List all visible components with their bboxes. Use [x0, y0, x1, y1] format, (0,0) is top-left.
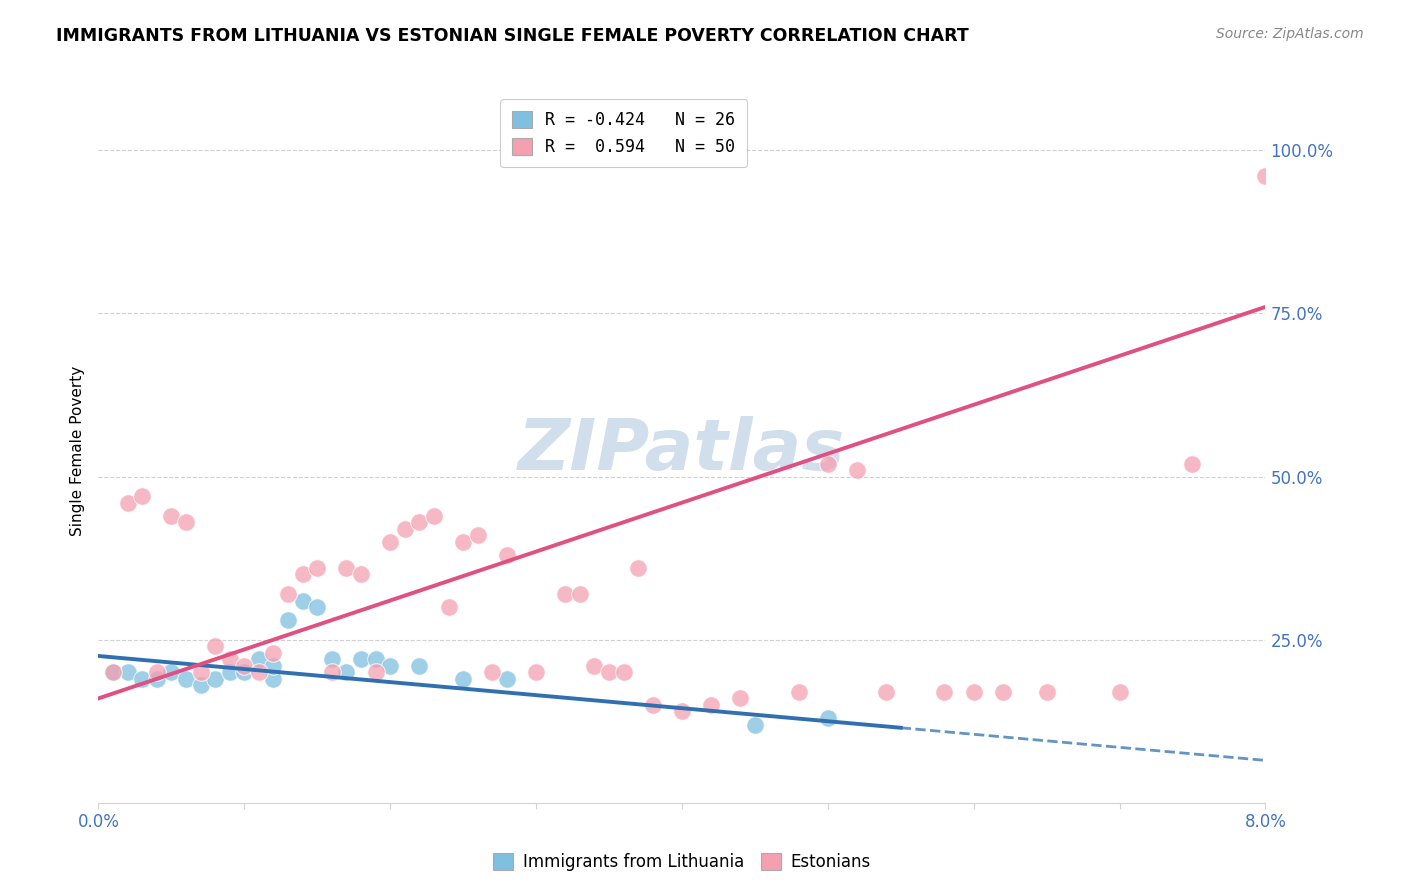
Point	[146, 672, 169, 686]
Point	[380, 658, 402, 673]
Point	[700, 698, 723, 712]
Point	[335, 561, 357, 575]
Point	[817, 711, 839, 725]
Point	[451, 672, 474, 686]
Point	[247, 665, 270, 680]
Point	[321, 665, 343, 680]
Point	[291, 567, 314, 582]
Point	[598, 665, 620, 680]
Point	[554, 587, 576, 601]
Point	[233, 665, 256, 680]
Point	[787, 685, 810, 699]
Point	[350, 567, 373, 582]
Point	[991, 685, 1014, 699]
Point	[190, 678, 212, 692]
Point	[350, 652, 373, 666]
Point	[845, 463, 868, 477]
Point	[146, 665, 169, 680]
Point	[627, 561, 650, 575]
Point	[131, 672, 153, 686]
Point	[364, 665, 387, 680]
Point	[817, 457, 839, 471]
Point	[160, 665, 183, 680]
Point	[247, 652, 270, 666]
Point	[190, 665, 212, 680]
Point	[568, 587, 591, 601]
Point	[291, 593, 314, 607]
Text: IMMIGRANTS FROM LITHUANIA VS ESTONIAN SINGLE FEMALE POVERTY CORRELATION CHART: IMMIGRANTS FROM LITHUANIA VS ESTONIAN SI…	[56, 27, 969, 45]
Point	[204, 639, 226, 653]
Point	[131, 489, 153, 503]
Point	[174, 515, 197, 529]
Point	[612, 665, 634, 680]
Point	[744, 717, 766, 731]
Point	[277, 613, 299, 627]
Point	[204, 672, 226, 686]
Point	[262, 658, 284, 673]
Point	[335, 665, 357, 680]
Legend: Immigrants from Lithuania, Estonians: Immigrants from Lithuania, Estonians	[486, 847, 877, 878]
Point	[437, 600, 460, 615]
Point	[730, 691, 752, 706]
Point	[307, 561, 329, 575]
Point	[1035, 685, 1057, 699]
Point	[496, 672, 519, 686]
Point	[1254, 169, 1277, 184]
Point	[321, 652, 343, 666]
Point	[117, 665, 139, 680]
Point	[233, 658, 256, 673]
Point	[524, 665, 547, 680]
Point	[641, 698, 664, 712]
Point	[262, 672, 284, 686]
Point	[451, 534, 474, 549]
Point	[496, 548, 519, 562]
Point	[423, 508, 446, 523]
Point	[307, 600, 329, 615]
Point	[1181, 457, 1204, 471]
Point	[408, 658, 430, 673]
Point	[101, 665, 124, 680]
Point	[934, 685, 956, 699]
Point	[277, 587, 299, 601]
Point	[1108, 685, 1130, 699]
Text: Source: ZipAtlas.com: Source: ZipAtlas.com	[1216, 27, 1364, 41]
Point	[671, 705, 693, 719]
Point	[117, 496, 139, 510]
Point	[481, 665, 503, 680]
Point	[218, 652, 240, 666]
Point	[875, 685, 897, 699]
Point	[583, 658, 606, 673]
Y-axis label: Single Female Poverty: Single Female Poverty	[69, 366, 84, 535]
Point	[394, 522, 416, 536]
Point	[962, 685, 984, 699]
Point	[262, 646, 284, 660]
Point	[408, 515, 430, 529]
Point	[467, 528, 489, 542]
Point	[364, 652, 387, 666]
Point	[218, 665, 240, 680]
Point	[101, 665, 124, 680]
Text: ZIPatlas: ZIPatlas	[519, 416, 845, 485]
Point	[160, 508, 183, 523]
Point	[174, 672, 197, 686]
Point	[380, 534, 402, 549]
